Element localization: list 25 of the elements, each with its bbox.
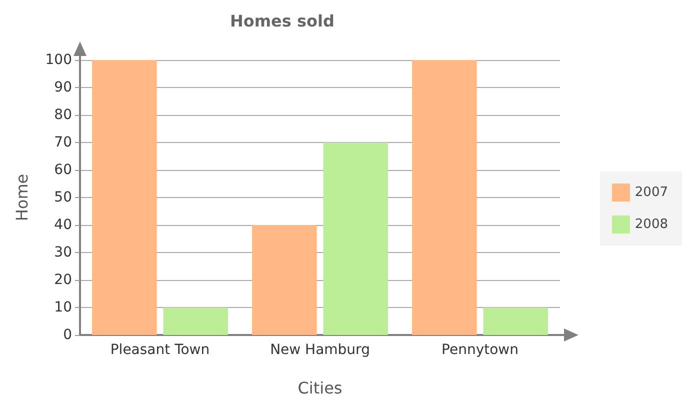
bar [252, 225, 317, 335]
bar [92, 60, 157, 335]
y-axis-title: Home [12, 174, 32, 222]
x-tick-label: Pleasant Town [110, 342, 210, 358]
legend-label: 2008 [634, 217, 668, 232]
y-tick-label: 0 [63, 327, 72, 343]
y-tick-label: 30 [54, 244, 72, 260]
x-axis-title: Cities [298, 378, 342, 398]
bar [323, 142, 388, 335]
bar [483, 308, 548, 335]
chart-title: Homes sold [230, 12, 334, 30]
y-tick-label: 20 [54, 272, 72, 288]
bar [412, 60, 477, 335]
x-tick-label: New Hamburg [270, 342, 370, 358]
y-tick-label: 70 [54, 134, 72, 150]
y-tick-label: 60 [54, 162, 72, 178]
y-tick-label: 80 [54, 107, 72, 123]
legend-label: 2007 [634, 185, 668, 200]
x-tick-label: Pennytown [442, 342, 518, 358]
y-tick-label: 90 [54, 80, 72, 96]
y-tick-label: 50 [54, 190, 72, 206]
y-tick-label: 40 [54, 217, 72, 233]
y-tick-label: 100 [45, 52, 72, 68]
bar [163, 308, 228, 335]
y-tick-label: 10 [54, 300, 72, 316]
